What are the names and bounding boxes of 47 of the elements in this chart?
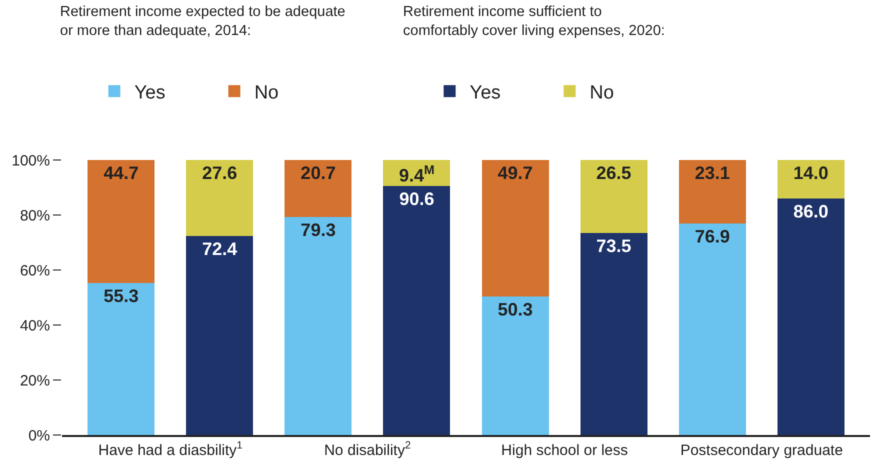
bar	[383, 186, 450, 435]
data-label: 72.4	[202, 238, 238, 259]
bar	[678, 224, 746, 435]
x-tick-label: Postsecondary graduate	[680, 442, 843, 459]
bar	[678, 160, 746, 224]
data-label: 55.3	[104, 286, 139, 306]
y-tick-label: 100%	[12, 152, 50, 170]
data-label: 14.0	[793, 163, 828, 183]
data-label: 73.5	[596, 236, 632, 256]
x-tick-label: No disability$^{2}$	[324, 439, 411, 459]
legend-label: Yes	[134, 82, 166, 104]
text: Retirement income expected to be adequate or more than adequate, 2014:	[60, 4, 346, 39]
data-label: 26.5	[596, 163, 632, 183]
bar	[186, 160, 254, 236]
y-tick-label: 40%	[20, 317, 50, 334]
x-tick-label: Have had a diasbility$^{1}$	[98, 439, 243, 459]
data-label: 9.4$^{M}$	[398, 163, 434, 186]
legend-label: No	[254, 82, 279, 104]
bar	[777, 198, 844, 435]
bar	[482, 160, 549, 297]
bar	[88, 282, 155, 435]
data-label: 49.7	[498, 163, 533, 183]
bar	[284, 160, 352, 217]
y-tick-label: 60%	[20, 262, 50, 280]
bar	[88, 160, 155, 283]
bar	[580, 232, 648, 435]
y-tick-label: 80%	[20, 207, 50, 224]
legend-label: No	[590, 82, 614, 104]
bar	[482, 296, 549, 435]
data-label: 27.6	[202, 163, 238, 183]
y-tick-label: 0%	[28, 427, 50, 444]
data-label: 76.9	[694, 226, 730, 247]
data-label: 23.1	[694, 163, 730, 183]
text: Retirement income sufficient to comfortably cover living expenses, 2020:	[403, 4, 665, 39]
data-label: 79.3	[300, 220, 336, 240]
data-label: 90.6	[399, 188, 434, 209]
bar	[777, 160, 844, 198]
bar	[580, 160, 648, 233]
data-label: 86.0	[793, 202, 828, 222]
data-label: 20.7	[300, 163, 336, 183]
data-label: 44.7	[104, 163, 139, 183]
bar	[186, 236, 254, 435]
y-tick-label: 20%	[20, 372, 50, 390]
data-label: 50.3	[498, 300, 533, 320]
bar	[284, 216, 352, 435]
legend-label: Yes	[470, 82, 501, 104]
x-tick-label: High school or less	[501, 442, 628, 459]
